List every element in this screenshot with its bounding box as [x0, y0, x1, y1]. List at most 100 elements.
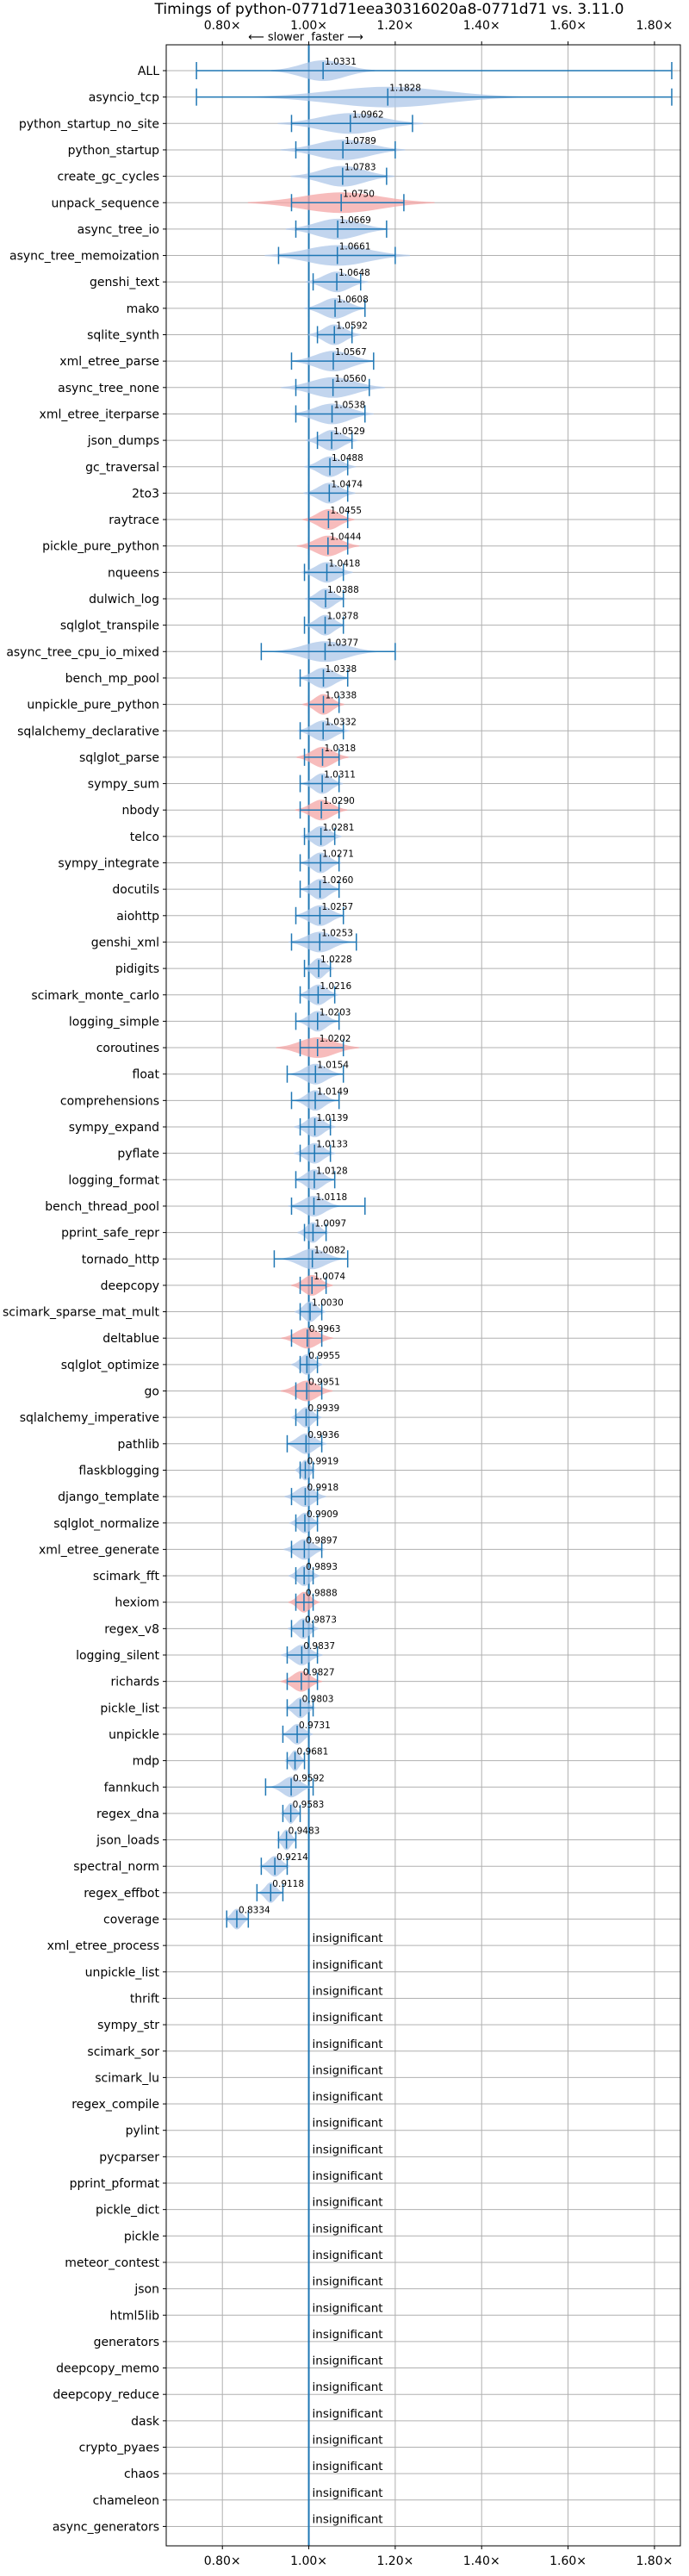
- insignificant-label: insignificant: [313, 2328, 383, 2342]
- benchmark-label: pprint_safe_repr: [61, 1227, 159, 1241]
- direction-label: ⟵ slower faster ⟶: [248, 31, 363, 44]
- benchmark-label: generators: [94, 2336, 159, 2349]
- value-label: 1.0783: [344, 163, 376, 173]
- benchmark-row: pyflate 1.0133: [117, 1140, 348, 1164]
- benchmark-row: float 1.0154: [133, 1061, 349, 1085]
- benchmark-row: async_tree_memoization 1.0661: [9, 242, 410, 266]
- benchmark-label: deepcopy_reduce: [53, 2388, 159, 2402]
- value-label: 1.1828: [389, 84, 421, 94]
- benchmark-label: chaos: [124, 2467, 159, 2481]
- benchmark-label: async_generators: [53, 2520, 159, 2534]
- benchmark-row: pickle insignificant: [124, 2222, 383, 2243]
- value-label: 1.0311: [324, 770, 356, 781]
- insignificant-label: insignificant: [313, 1932, 383, 1945]
- benchmark-label: async_tree_io: [78, 223, 159, 237]
- insignificant-label: insignificant: [313, 2143, 383, 2156]
- insignificant-label: insignificant: [313, 2355, 383, 2368]
- value-label: 1.0202: [320, 1034, 351, 1044]
- benchmark-label: pycparser: [99, 2150, 159, 2164]
- value-label: 0.9583: [293, 1800, 325, 1810]
- benchmark-label: scimark_lu: [95, 2071, 159, 2085]
- x-tick-label: 1.60×: [549, 2554, 587, 2568]
- benchmark-row: sqlglot_normalize 0.9909: [53, 1509, 338, 1534]
- benchmark-row: docutils 1.0260: [112, 875, 353, 900]
- value-label: 0.9951: [308, 1378, 340, 1388]
- value-label: 1.0789: [344, 136, 376, 146]
- benchmark-label: unpack_sequence: [52, 196, 159, 210]
- benchmark-row: async_generators insignificant: [53, 2512, 383, 2534]
- benchmark-label: pickle_pure_python: [42, 540, 159, 554]
- value-label: 1.0281: [323, 823, 355, 833]
- value-label: 1.0338: [326, 664, 357, 675]
- value-label: 1.0257: [321, 902, 353, 912]
- benchmark-label: logging_silent: [76, 1649, 159, 1663]
- value-label: 1.0203: [320, 1007, 351, 1017]
- benchmark-label: sqlalchemy_imperative: [20, 1411, 159, 1425]
- benchmark-row: unpickle 0.9731: [109, 1720, 331, 1745]
- value-label: 0.8334: [239, 1906, 270, 1916]
- benchmark-label: scimark_sparse_mat_mult: [3, 1306, 159, 1320]
- value-label: 1.0139: [317, 1113, 349, 1123]
- benchmark-label: genshi_text: [90, 276, 160, 289]
- value-label: 0.9873: [305, 1615, 337, 1625]
- value-label: 1.0030: [312, 1298, 344, 1309]
- benchmark-row: sqlalchemy_declarative 1.0332: [17, 717, 357, 742]
- benchmark-label: aiohttp: [116, 910, 159, 924]
- benchmark-label: regex_dna: [96, 1808, 159, 1821]
- benchmark-label: richards: [111, 1676, 160, 1689]
- benchmark-row: deepcopy_reduce insignificant: [53, 2380, 382, 2402]
- benchmark-row: coverage 0.8334: [103, 1906, 270, 1930]
- benchmark-label: create_gc_cycles: [57, 171, 159, 184]
- insignificant-label: insignificant: [313, 2407, 383, 2421]
- value-label: 1.0377: [326, 638, 358, 648]
- benchmark-label: sqlglot_optimize: [61, 1359, 159, 1372]
- benchmark-label: dulwich_log: [89, 593, 159, 607]
- value-label: 0.9939: [307, 1403, 339, 1414]
- benchmark-row: logging_silent 0.9837: [76, 1641, 335, 1665]
- value-label: 0.9963: [309, 1324, 341, 1335]
- value-label: 1.0253: [321, 928, 353, 938]
- chart-marks: ALL 1.0331 asyncio_tcp 1.1828 python_startup…: [3, 45, 673, 2546]
- value-label: 0.9483: [289, 1826, 320, 1837]
- benchmark-row: regex_dna 0.9583: [96, 1800, 324, 1824]
- benchmark-label: mako: [127, 302, 159, 316]
- benchmark-row: xml_etree_process insignificant: [47, 1932, 383, 1953]
- benchmark-label: deltablue: [102, 1332, 159, 1346]
- insignificant-label: insignificant: [313, 2301, 383, 2315]
- benchmark-label: pidigits: [115, 962, 159, 976]
- benchmark-row: chaos insignificant: [124, 2460, 383, 2481]
- benchmark-row: unpack_sequence 1.0750: [52, 189, 435, 214]
- benchmark-row: dask insignificant: [131, 2407, 382, 2429]
- benchmark-label: regex_v8: [104, 1622, 159, 1636]
- value-label: 1.0074: [313, 1272, 345, 1282]
- value-label: 1.0661: [339, 242, 371, 252]
- benchmark-row: genshi_text 1.0648: [90, 268, 370, 293]
- benchmark-label: json: [133, 2283, 159, 2297]
- value-label: 1.0154: [317, 1061, 349, 1071]
- benchmark-row: nbody 1.0290: [122, 796, 355, 821]
- benchmark-row: sympy_str insignificant: [97, 2011, 383, 2032]
- benchmark-label: django_template: [58, 1490, 159, 1504]
- plot-frame: [165, 44, 681, 2547]
- value-label: 1.0592: [336, 321, 368, 332]
- value-label: 0.9918: [307, 1483, 338, 1493]
- value-label: 1.0331: [325, 57, 357, 67]
- bottom-axis-ticks: 0.80× 1.00× 1.20× 1.40× 1.60× 1.80×: [204, 2546, 673, 2568]
- benchmark-label: json_dumps: [87, 434, 159, 448]
- benchmark-row: raytrace 1.0455: [109, 506, 362, 530]
- value-label: 0.9118: [272, 1879, 304, 1889]
- benchmark-row: xml_etree_iterparse 1.0538: [40, 400, 374, 425]
- benchmark-row: mako 1.0608: [127, 295, 369, 319]
- benchmark-label: float: [133, 1068, 160, 1082]
- benchmark-row: sqlalchemy_imperative 0.9939: [20, 1403, 339, 1428]
- x-tick-label: 1.80×: [636, 19, 673, 33]
- benchmark-row: logging_simple 1.0203: [69, 1007, 351, 1032]
- benchmark-label: async_tree_cpu_io_mixed: [6, 645, 159, 659]
- value-label: 0.9731: [299, 1720, 331, 1731]
- benchmark-row: pickle_pure_python 1.0444: [42, 532, 362, 557]
- benchmark-label: pprint_pformat: [70, 2177, 160, 2191]
- benchmark-row: scimark_sparse_mat_mult 1.0030: [3, 1298, 344, 1322]
- value-label: 1.0750: [343, 189, 375, 199]
- benchmark-row: mdp 0.9681: [133, 1747, 328, 1771]
- value-label: 1.0318: [325, 744, 357, 754]
